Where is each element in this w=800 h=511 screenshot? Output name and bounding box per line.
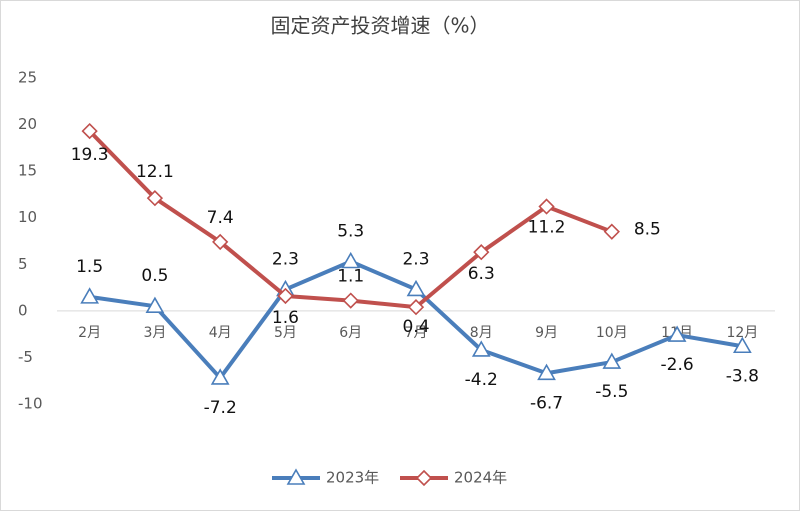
x-tick-label: 5月 <box>274 325 297 341</box>
data-label: -3.8 <box>726 366 759 386</box>
marker <box>667 325 687 342</box>
marker <box>406 279 426 297</box>
y-tick-label: 0 <box>18 301 28 319</box>
data-label: 1.1 <box>337 267 364 287</box>
marker <box>277 287 294 305</box>
marker <box>471 340 491 357</box>
marker <box>145 296 165 314</box>
y-tick-label: 25 <box>18 69 37 87</box>
data-label: 11.2 <box>528 218 566 238</box>
data-label: 2.3 <box>402 249 429 269</box>
x-tick-label: 3月 <box>143 325 166 341</box>
data-label: -4.2 <box>465 370 498 390</box>
data-label: -5.5 <box>595 382 628 402</box>
marker <box>732 336 752 354</box>
marker <box>146 190 164 207</box>
marker <box>602 352 622 369</box>
marker <box>210 368 230 385</box>
data-label: -6.7 <box>530 393 563 413</box>
legend-marker <box>286 468 306 485</box>
data-label: 5.3 <box>337 221 364 241</box>
x-tick-label: 7月 <box>405 325 428 341</box>
legend-label: 2024年 <box>454 469 507 487</box>
x-tick-label: 6月 <box>339 325 362 341</box>
data-label: 19.3 <box>71 145 109 165</box>
data-label: 7.4 <box>207 208 234 228</box>
marker <box>342 292 359 309</box>
legend-label: 2023年 <box>326 469 379 487</box>
x-tick-label: 9月 <box>535 325 558 341</box>
marker <box>473 244 490 261</box>
marker <box>603 223 620 240</box>
marker <box>80 287 100 304</box>
data-label: 8.5 <box>634 220 661 240</box>
marker <box>537 363 556 381</box>
x-tick-label: 10月 <box>596 325 628 341</box>
marker <box>341 251 361 269</box>
data-label: 1.5 <box>76 257 103 277</box>
data-label: 2.3 <box>272 249 299 269</box>
marker <box>212 233 229 251</box>
x-tick-label: 2月 <box>78 325 101 341</box>
x-tick-label: 8月 <box>470 325 493 341</box>
marker <box>538 198 555 215</box>
marker <box>407 299 425 316</box>
y-tick-label: 10 <box>18 208 37 226</box>
x-tick-label: 12月 <box>726 325 758 341</box>
data-label: -2.6 <box>661 355 694 375</box>
y-tick-label: 20 <box>18 115 37 133</box>
data-label: -7.2 <box>204 398 237 418</box>
data-label: 0.4 <box>402 317 429 337</box>
y-tick-label: 5 <box>18 255 28 273</box>
data-label: 6.3 <box>468 264 495 284</box>
data-label: 12.1 <box>136 162 174 182</box>
y-tick-label: 15 <box>18 162 37 180</box>
marker <box>81 122 98 140</box>
x-tick-label: 4月 <box>209 325 232 341</box>
data-label: 1.6 <box>272 308 299 328</box>
y-tick-label: -5 <box>18 348 33 366</box>
data-label: 0.5 <box>141 266 168 286</box>
y-tick-label: -10 <box>18 395 43 413</box>
chart-title: 固定资产投资增速（%） <box>270 14 489 38</box>
legend-marker <box>415 469 433 487</box>
